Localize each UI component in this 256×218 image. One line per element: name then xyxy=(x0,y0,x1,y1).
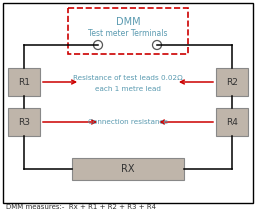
Text: R4: R4 xyxy=(226,118,238,126)
Text: each 1 metre lead: each 1 metre lead xyxy=(95,86,161,92)
Bar xyxy=(8,68,40,96)
Text: Test meter Terminals: Test meter Terminals xyxy=(88,29,168,39)
Circle shape xyxy=(153,41,162,49)
Bar xyxy=(216,108,248,136)
Text: DMM: DMM xyxy=(116,17,140,27)
Text: DMM measures:-  Rx + R1 + R2 + R3 + R4: DMM measures:- Rx + R1 + R2 + R3 + R4 xyxy=(6,204,156,210)
Circle shape xyxy=(93,41,102,49)
Bar xyxy=(216,68,248,96)
Text: RX: RX xyxy=(121,164,135,174)
Text: Resistance of test leads 0.02Ω: Resistance of test leads 0.02Ω xyxy=(73,75,183,81)
Bar xyxy=(72,158,184,180)
Text: R1: R1 xyxy=(18,78,30,87)
Text: Connection resistance: Connection resistance xyxy=(88,119,168,125)
Bar xyxy=(68,8,188,54)
Bar xyxy=(8,108,40,136)
Text: R3: R3 xyxy=(18,118,30,126)
Text: R2: R2 xyxy=(226,78,238,87)
